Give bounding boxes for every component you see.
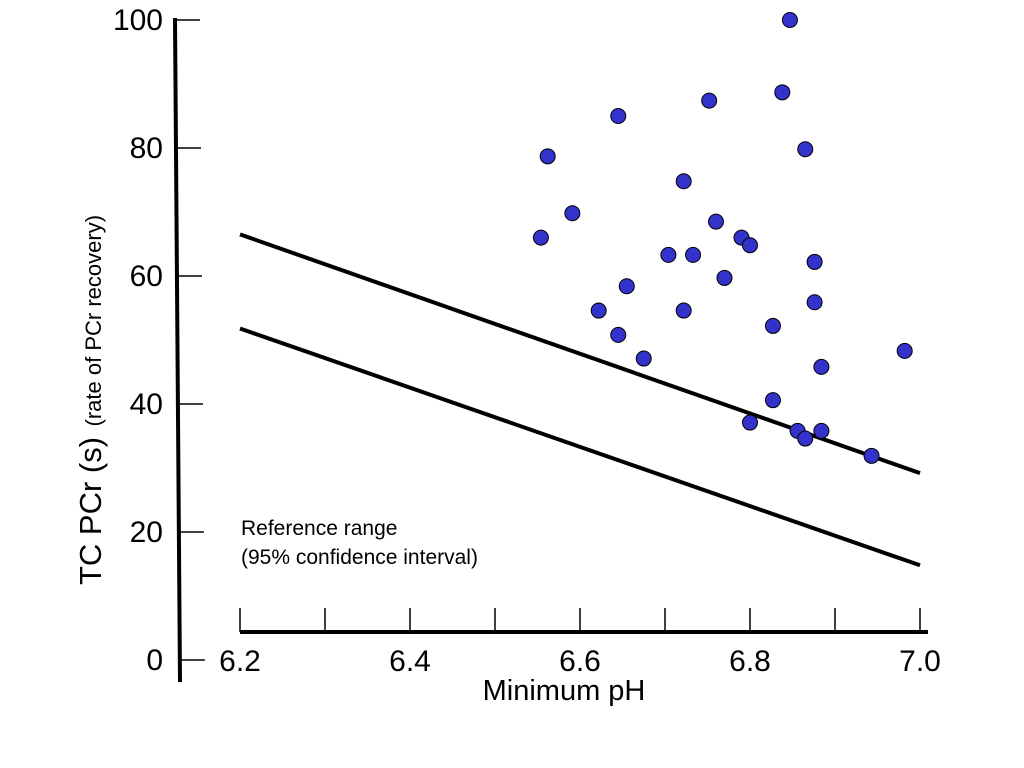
- y-tick-label-2: 40: [130, 388, 163, 421]
- data-point-1: [774, 84, 791, 101]
- data-point-21: [610, 326, 627, 343]
- data-point-7: [564, 205, 581, 222]
- y-tick-label-1: 20: [130, 516, 163, 549]
- data-point-9: [532, 229, 549, 246]
- data-point-13: [685, 246, 702, 263]
- data-point-23: [635, 350, 652, 367]
- data-point-12: [660, 246, 677, 263]
- reference-line-lower: [239, 326, 921, 568]
- x-tick-label-3: 6.8: [729, 645, 771, 678]
- data-point-30: [863, 447, 880, 464]
- data-point-15: [716, 269, 733, 286]
- reference-lines: [239, 232, 921, 568]
- annotation-line-2: (95% confidence interval): [241, 546, 478, 569]
- data-point-5: [539, 148, 556, 165]
- data-point-24: [813, 358, 830, 375]
- y-tick-label-4: 80: [130, 132, 163, 165]
- data-point-16: [618, 278, 635, 295]
- y-tick-label-3: 60: [130, 260, 163, 293]
- data-point-17: [806, 294, 823, 311]
- data-point-26: [742, 414, 758, 431]
- data-point-18: [590, 302, 607, 319]
- y-axis-label-main: TC PCr (s): [73, 437, 108, 585]
- x-tick-label-2: 6.6: [559, 645, 601, 678]
- data-point-14: [806, 253, 823, 270]
- data-point-6: [675, 173, 692, 190]
- y-axis-label-sub: (rate of PCr recovery): [81, 215, 106, 427]
- data-point-0: [781, 12, 798, 28]
- data-point-25: [764, 392, 781, 409]
- x-axis-label: Minimum pH: [483, 675, 646, 707]
- data-point-19: [675, 302, 692, 319]
- annotation-line-1: Reference range: [241, 517, 397, 540]
- y-ticks: 0 20 40 60 80 100: [113, 4, 205, 677]
- x-ticks: 6.2 6.4 6.6 6.8 7.0: [219, 608, 941, 678]
- x-tick-label-1: 6.4: [389, 645, 431, 678]
- x-tick-label-4: 7.0: [899, 645, 941, 678]
- y-axis-line: [173, 17, 182, 683]
- y-tick-label-5: 100: [113, 4, 163, 37]
- data-point-29: [797, 430, 814, 447]
- data-point-3: [610, 108, 627, 124]
- data-point-28: [813, 422, 830, 439]
- data-point-2: [701, 92, 718, 109]
- data-point-11: [742, 237, 758, 254]
- data-point-4: [797, 141, 814, 158]
- data-point-20: [764, 317, 781, 334]
- data-points: [532, 12, 913, 464]
- x-tick-label-0: 6.2: [219, 645, 261, 678]
- y-axis-label: TC PCr (s) (rate of PCr recovery): [73, 215, 108, 585]
- y-tick-label-0: 0: [146, 644, 163, 677]
- data-point-8: [708, 213, 724, 230]
- data-point-22: [896, 342, 913, 359]
